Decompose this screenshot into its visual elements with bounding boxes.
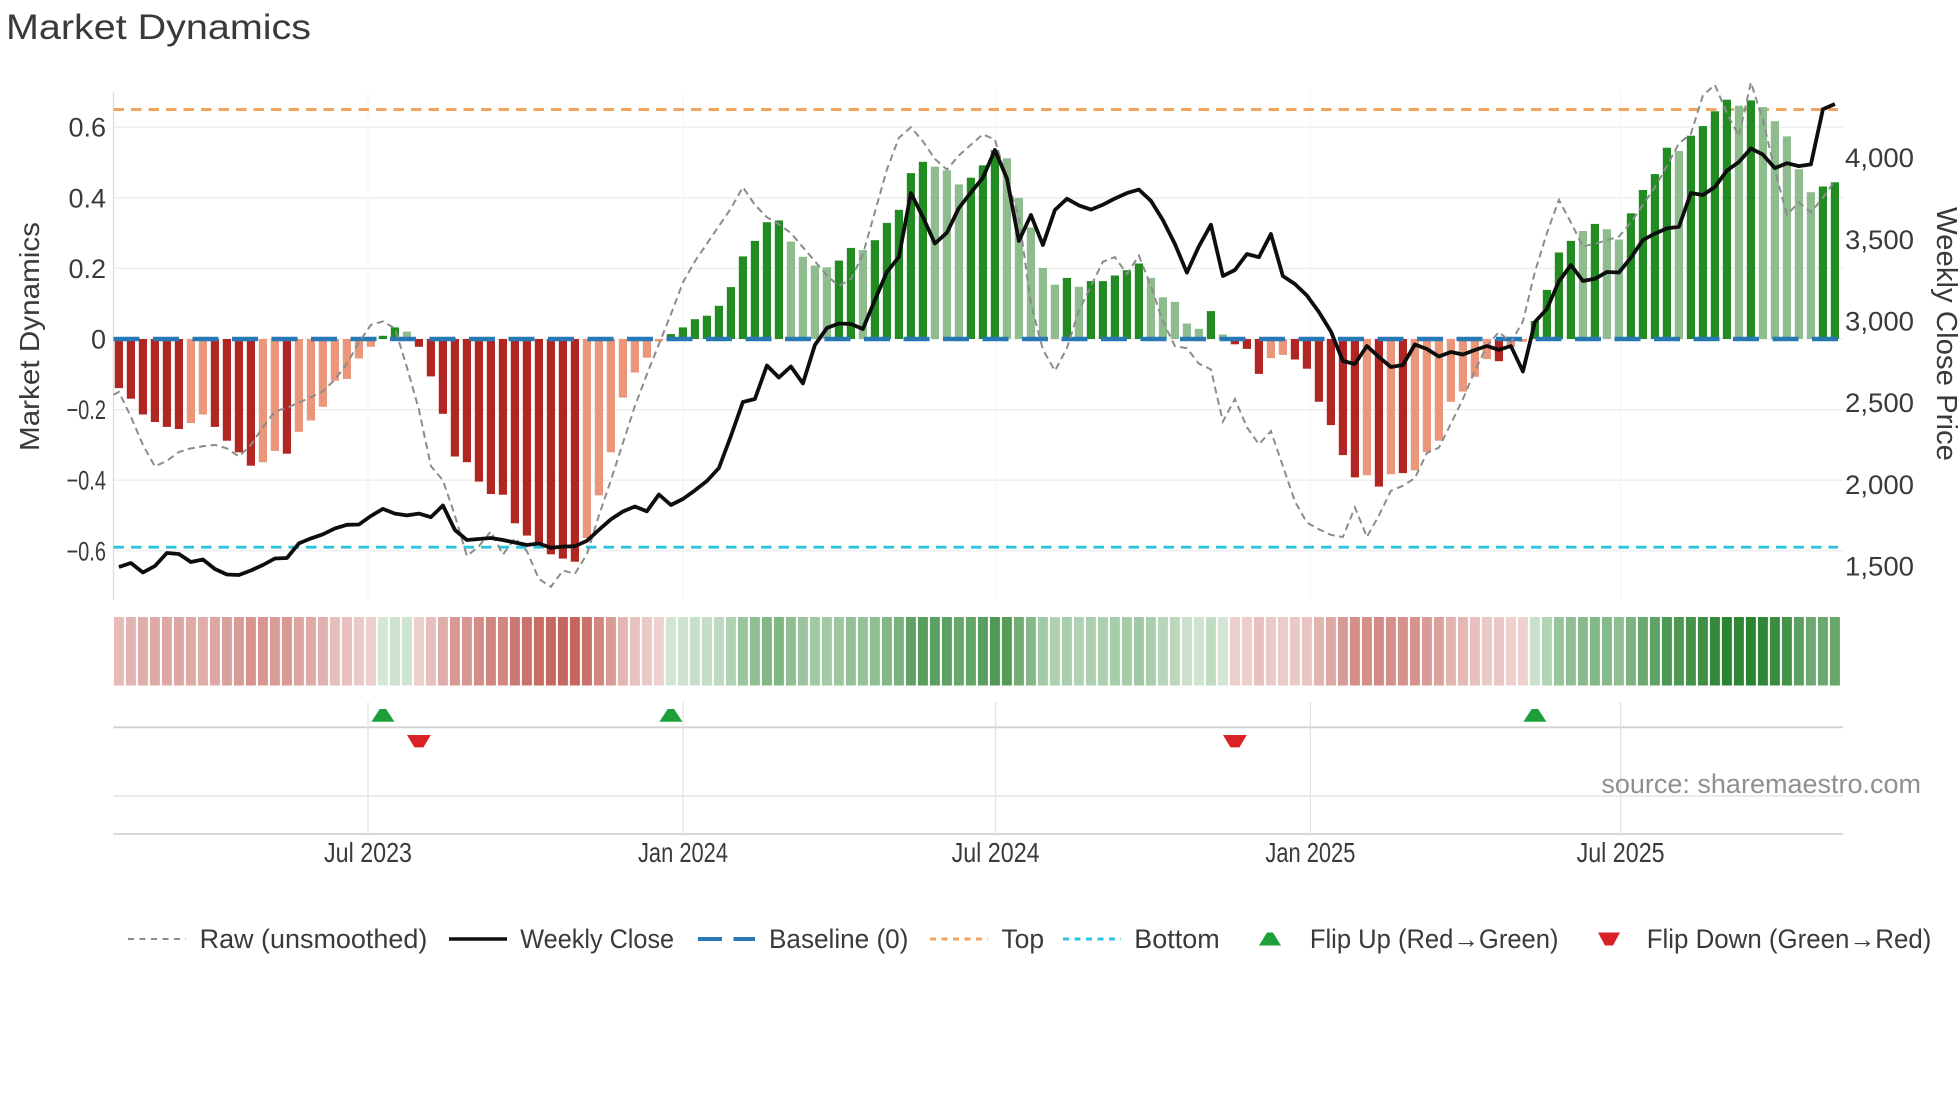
- svg-text:−0.4: −0.4: [67, 466, 107, 496]
- svg-text:Jul 2023: Jul 2023: [324, 837, 412, 868]
- svg-text:−0.2: −0.2: [67, 395, 107, 425]
- svg-text:2,500: 2,500: [1845, 388, 1914, 418]
- svg-text:source: sharemaestro.com: source: sharemaestro.com: [1601, 769, 1921, 799]
- svg-text:Market Dynamics: Market Dynamics: [14, 222, 45, 451]
- svg-text:Weekly Close: Weekly Close: [520, 924, 674, 954]
- svg-text:Bottom: Bottom: [1134, 924, 1219, 954]
- svg-text:Raw (unsmoothed): Raw (unsmoothed): [200, 924, 428, 954]
- svg-text:Weekly Close Price: Weekly Close Price: [1930, 207, 1960, 461]
- svg-text:Market Dynamics: Market Dynamics: [6, 8, 311, 47]
- svg-text:Top: Top: [1001, 924, 1044, 954]
- svg-text:4,000: 4,000: [1845, 143, 1914, 173]
- svg-text:3,000: 3,000: [1845, 307, 1914, 337]
- svg-text:0.2: 0.2: [68, 254, 106, 284]
- svg-text:Flip Up (Red→Green): Flip Up (Red→Green): [1310, 924, 1559, 954]
- svg-text:Jul 2025: Jul 2025: [1577, 837, 1665, 868]
- svg-text:2,000: 2,000: [1845, 470, 1914, 500]
- svg-text:0: 0: [91, 325, 106, 355]
- svg-text:0.4: 0.4: [68, 183, 106, 213]
- svg-text:Jan 2024: Jan 2024: [638, 837, 728, 868]
- svg-text:Flip Down (Green→Red): Flip Down (Green→Red): [1647, 924, 1932, 954]
- svg-text:1,500: 1,500: [1845, 552, 1914, 582]
- svg-text:−0.6: −0.6: [67, 536, 107, 566]
- svg-text:Jan 2025: Jan 2025: [1265, 837, 1355, 868]
- svg-text:Jul 2024: Jul 2024: [952, 837, 1040, 868]
- svg-text:3,500: 3,500: [1845, 225, 1914, 255]
- svg-text:0.6: 0.6: [68, 113, 106, 143]
- svg-text:Baseline (0): Baseline (0): [769, 924, 908, 954]
